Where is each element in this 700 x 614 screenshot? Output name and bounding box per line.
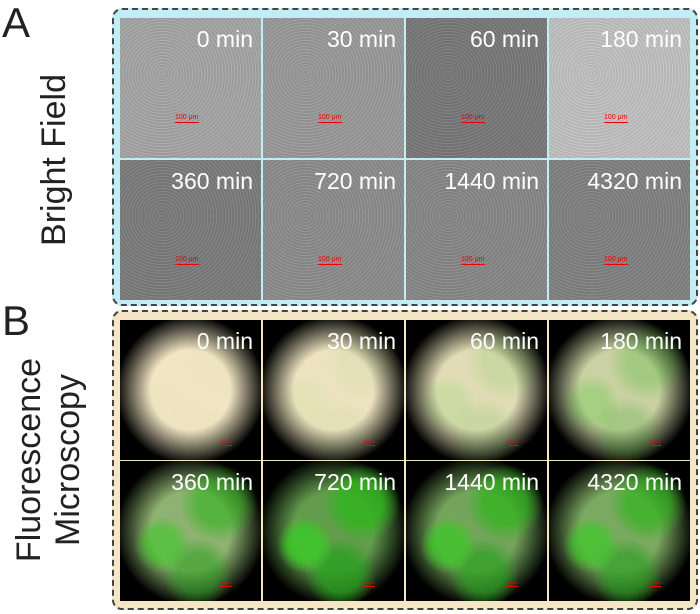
scale-bar: 100μm: [363, 439, 376, 446]
time-label: 1440 min: [444, 469, 539, 495]
scale-bar: 100μm: [220, 439, 233, 446]
panel-letter: A: [2, 0, 31, 46]
scale-bar: 100μm: [506, 439, 519, 446]
time-label: 720 min: [314, 168, 396, 194]
scale-bar: 100 μm: [461, 256, 485, 265]
image-tile: 4320 min 100 μm: [549, 160, 690, 300]
image-tile: 180 min 100μm: [549, 320, 690, 460]
image-tile: 0 min 100 μm: [120, 18, 261, 158]
scale-bar: 100 μm: [604, 114, 628, 123]
image-tile: 0 min 100μm: [120, 320, 261, 460]
image-tile: 1440 min 100 μm: [406, 160, 547, 300]
scale-bar: 100 μm: [318, 114, 342, 123]
image-tile: 60 min 100 μm: [406, 18, 547, 158]
time-label: 180 min: [600, 26, 682, 52]
row-label: Bright Field: [35, 74, 73, 246]
image-tile: 360 min 100μm: [120, 461, 261, 601]
panel-letter: B: [2, 297, 31, 344]
time-label: 0 min: [196, 26, 253, 52]
time-label: 720 min: [314, 469, 396, 495]
row-label-line: Fluorescence: [10, 357, 48, 563]
time-label: 360 min: [171, 168, 253, 194]
time-label: 1440 min: [444, 168, 539, 194]
row-label-line: Microscopy: [49, 374, 88, 546]
image-tile: 4320 min 100μm: [549, 461, 690, 601]
scale-bar: 100μm: [649, 580, 662, 587]
time-label: 30 min: [326, 26, 396, 52]
time-label: 60 min: [469, 26, 539, 52]
image-tile: 720 min 100μm: [263, 461, 404, 601]
scale-bar: 100μm: [363, 580, 376, 587]
time-label: 30 min: [326, 328, 396, 354]
scale-bar: 100 μm: [604, 256, 628, 265]
image-tile: 30 min 100μm: [263, 320, 404, 460]
time-label: 4320 min: [587, 469, 682, 495]
image-tile: 360 min 100 μm: [120, 160, 261, 300]
image-tile: 1440 min 100μm: [406, 461, 547, 601]
scale-bar: 100 μm: [175, 114, 199, 123]
row-label: Fluorescence Microscopy: [10, 350, 90, 570]
time-label: 180 min: [600, 328, 682, 354]
time-label: 4320 min: [587, 168, 682, 194]
time-label: 0 min: [196, 328, 253, 354]
scale-bar: 100 μm: [461, 114, 485, 123]
scale-bar: 100μm: [506, 580, 519, 587]
image-tile: 720 min 100 μm: [263, 160, 404, 300]
scale-bar: 100μm: [649, 439, 662, 446]
scale-bar: 100μm: [220, 580, 233, 587]
scale-bar: 100 μm: [318, 256, 342, 265]
image-tile: 30 min 100 μm: [263, 18, 404, 158]
image-tile: 180 min 100 μm: [549, 18, 690, 158]
time-label: 60 min: [469, 328, 539, 354]
image-tile: 60 min 100μm: [406, 320, 547, 460]
scale-bar: 100 μm: [175, 256, 199, 265]
time-label: 360 min: [171, 469, 253, 495]
